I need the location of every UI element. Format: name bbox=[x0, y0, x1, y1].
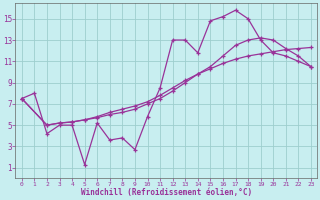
X-axis label: Windchill (Refroidissement éolien,°C): Windchill (Refroidissement éolien,°C) bbox=[81, 188, 252, 197]
